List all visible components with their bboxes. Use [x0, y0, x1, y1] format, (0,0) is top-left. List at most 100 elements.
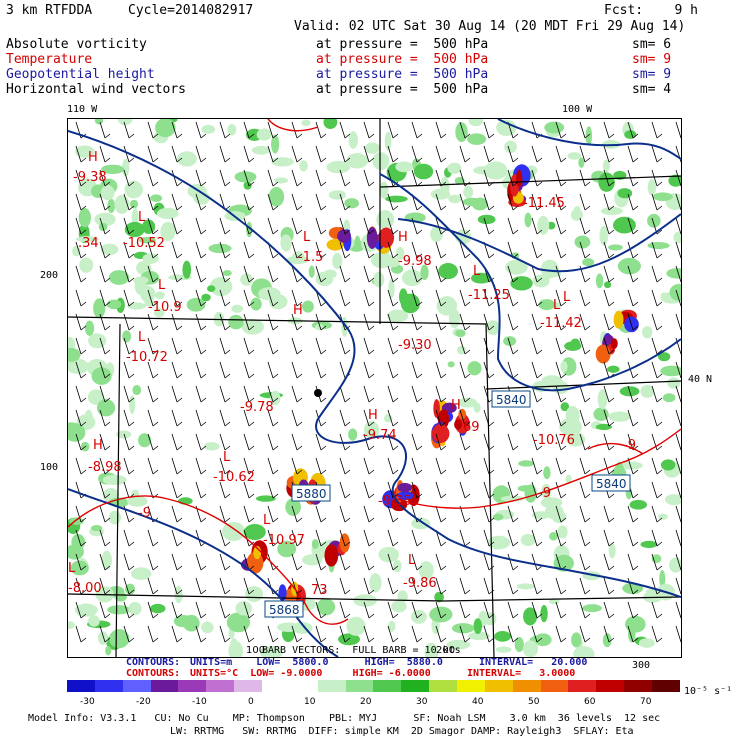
wind-barb	[531, 265, 543, 283]
wind-barb	[579, 241, 591, 259]
wind-barb	[603, 169, 615, 187]
wind-barb	[531, 337, 543, 355]
wind-barb	[363, 601, 375, 619]
forecast-hour: Fcst: 9 h	[604, 3, 698, 18]
vorticity-core	[431, 424, 450, 444]
wind-barb	[627, 601, 639, 619]
wind-barb	[483, 313, 495, 331]
wind-barb	[195, 217, 207, 235]
wind-barb	[387, 553, 399, 571]
vorticity-patch	[518, 460, 535, 467]
vorticity-patch	[455, 329, 466, 338]
wind-barb	[195, 481, 207, 499]
vorticity-patch	[523, 607, 538, 626]
vorticity-patch	[397, 590, 408, 603]
wind-barb	[339, 241, 351, 259]
wind-barb	[651, 169, 663, 187]
vorticity-patch	[504, 140, 517, 154]
vorticity-patch	[614, 462, 625, 477]
vorticity-patch	[109, 629, 130, 649]
colorbar-swatch	[206, 680, 235, 692]
colorbar-tick-label: 0	[248, 697, 254, 707]
wind-barb	[387, 529, 399, 547]
wind-barb	[195, 385, 207, 403]
wind-barb	[411, 121, 423, 139]
vorticity-patch	[468, 119, 484, 127]
wind-barb	[651, 289, 663, 307]
vorticity-patch	[647, 213, 661, 228]
vorticity-patch	[668, 174, 681, 187]
wind-barb	[651, 529, 663, 547]
vorticity-patch	[560, 402, 570, 412]
wind-barb	[627, 577, 639, 595]
wind-barb	[267, 529, 279, 547]
vorticity-patch	[74, 603, 98, 617]
colorbar-swatch	[652, 680, 680, 692]
vorticity-patch	[570, 338, 581, 351]
wind-barb	[507, 481, 519, 499]
wind-barb	[627, 289, 639, 307]
wind-barb	[507, 457, 519, 475]
wind-barb	[627, 529, 639, 547]
wind-barb	[675, 577, 681, 595]
vorticity-patch	[346, 616, 366, 636]
wind-barb	[435, 433, 447, 451]
wind-barb	[387, 577, 399, 595]
vorticity-patch	[375, 254, 387, 265]
vorticity-patch	[457, 397, 478, 408]
wind-barb	[387, 241, 399, 259]
wind-barb	[363, 337, 375, 355]
wind-barb	[315, 337, 327, 355]
valid-time: Valid: 02 UTC Sat 30 Aug 14 (20 MDT Fri …	[294, 19, 686, 34]
wind-barb	[315, 553, 327, 571]
vorticity-patch	[430, 226, 443, 242]
wind-barb	[387, 289, 399, 307]
vorticity-patch	[182, 260, 192, 279]
wind-barb	[243, 241, 255, 259]
wind-barb	[675, 289, 681, 307]
wind-barb	[579, 553, 591, 571]
temperature-label: .34	[78, 236, 99, 251]
wind-barb	[99, 601, 111, 619]
wind-barb	[363, 265, 375, 283]
temperature-label: -8.98	[88, 460, 122, 475]
vorticity-patch	[534, 633, 552, 647]
wind-barb	[123, 241, 135, 259]
vorticity-patch	[76, 236, 99, 243]
wind-barb	[627, 145, 639, 163]
vorticity-patch	[144, 300, 157, 307]
wind-barb	[243, 481, 255, 499]
wind-barb	[459, 337, 471, 355]
colorbar-swatch	[178, 680, 207, 692]
wind-barb	[531, 433, 543, 451]
vorticity-patch	[332, 252, 343, 270]
vorticity-patch	[602, 633, 612, 648]
wind-barb	[291, 337, 303, 355]
vorticity-patch	[88, 615, 100, 627]
field-sm-wind: sm= 4	[632, 82, 672, 97]
wind-barb	[483, 289, 495, 307]
wind-barb	[435, 361, 447, 379]
temp-contours-label: CONTOURS:	[126, 668, 181, 679]
wind-barb	[75, 409, 87, 427]
wind-barb	[171, 433, 183, 451]
vorticity-patch	[455, 122, 468, 143]
wind-barb	[555, 289, 567, 307]
vorticity-patch	[477, 214, 496, 225]
wind-barb	[243, 433, 255, 451]
wind-barb	[411, 529, 423, 547]
vorticity-patch	[662, 393, 676, 403]
wind-barb	[651, 193, 663, 211]
wind-barb	[603, 505, 615, 523]
wind-barb	[627, 553, 639, 571]
wind-barb	[555, 409, 567, 427]
wind-barb	[675, 361, 681, 379]
wind-barb	[99, 529, 111, 547]
vorticity-patch	[395, 247, 405, 260]
x-tick-label: 200	[436, 645, 455, 656]
wind-barb	[171, 145, 183, 163]
wind-barb	[555, 457, 567, 475]
colorbar-tick-label: -30	[80, 697, 95, 707]
vorticity-patch	[207, 285, 216, 293]
wind-barb	[99, 289, 111, 307]
